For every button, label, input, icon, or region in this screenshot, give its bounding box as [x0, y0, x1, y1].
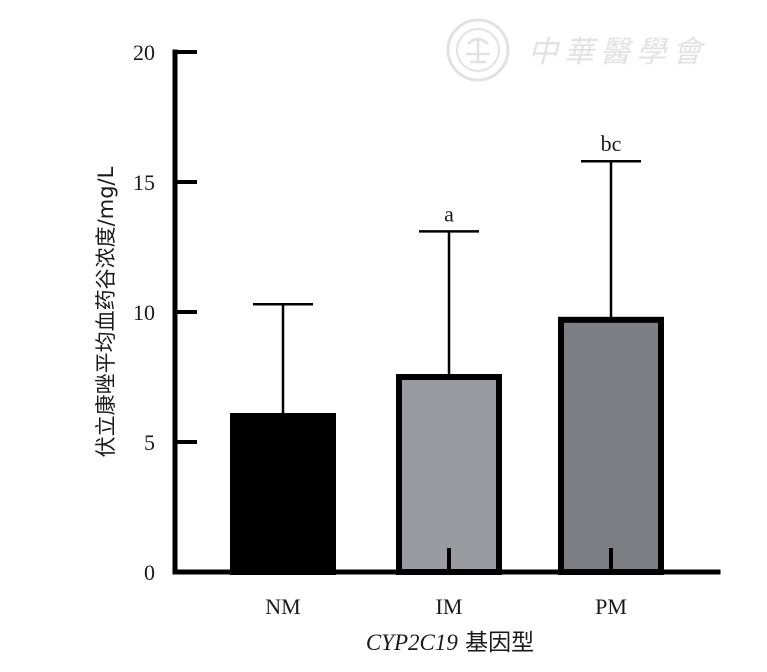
y-tick-label: 20 — [133, 40, 155, 65]
y-axis-ticks: 0 5 10 15 20 — [133, 40, 197, 585]
y-axis-label: 伏立康唑平均血药谷浓度/mg/L — [94, 166, 118, 457]
error-bars — [253, 159, 641, 416]
watermark: 中華醫學會 — [446, 18, 708, 82]
y-tick-label: 0 — [144, 560, 155, 585]
x-axis-label-rest: 基因型 — [458, 630, 534, 656]
bar-nm — [230, 413, 336, 575]
bars — [230, 316, 664, 575]
category-label-pm: PM — [595, 594, 627, 619]
x-axis-label: CYP2C19 基因型 — [366, 630, 534, 656]
society-seal-icon — [446, 18, 510, 82]
y-tick-label: 10 — [133, 300, 155, 325]
bar-im — [396, 374, 502, 575]
category-labels: NM IM PM — [265, 594, 627, 619]
category-label-nm: NM — [265, 594, 300, 619]
watermark-text: 中華醫學會 — [528, 35, 708, 70]
bar-pm — [558, 316, 664, 575]
y-tick-label: 15 — [133, 170, 155, 195]
category-label-im: IM — [436, 594, 463, 619]
annotations: a bc — [444, 131, 622, 226]
x-axis-label-italic: CYP2C19 — [366, 630, 459, 655]
annotation-im: a — [444, 201, 454, 226]
annotation-pm: bc — [601, 131, 622, 156]
y-tick-label: 5 — [144, 430, 155, 455]
